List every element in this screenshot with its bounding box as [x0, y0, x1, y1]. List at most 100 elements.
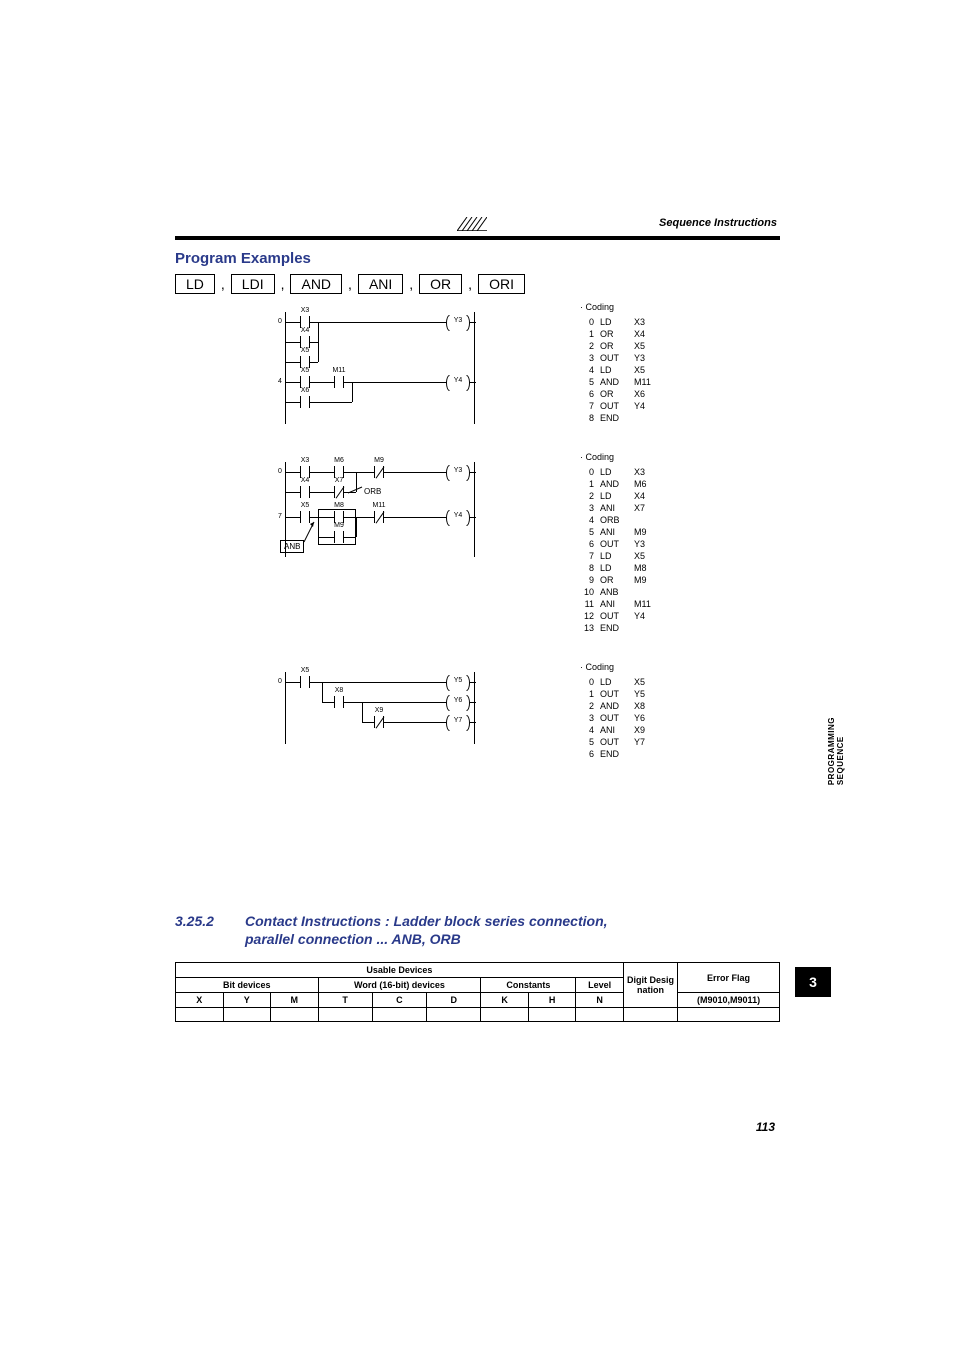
coding-row: 4ORB [580, 514, 664, 526]
th-word: Word (16-bit) devices [318, 978, 481, 993]
usable-devices-table: Usable Devices Digit Desig nation Error … [175, 962, 780, 1022]
td-empty [372, 1008, 426, 1022]
coding-row: 7OUTY4 [580, 400, 664, 412]
coding-cell: X3 [634, 316, 664, 328]
coding-row: 3ANIX7 [580, 502, 664, 514]
contact-label: X5 [301, 367, 310, 374]
coding-cell: OUT [600, 712, 634, 724]
coding-cell: AND [600, 700, 634, 712]
coding-cell: Y3 [634, 352, 664, 364]
coding-cell: Y7 [634, 736, 664, 748]
coding-cell: M11 [634, 598, 664, 610]
coding-title: · Coding [580, 452, 664, 462]
coding-row: 5ANDM11 [580, 376, 664, 388]
coding-cell: LD [600, 490, 634, 502]
contact-label: M11 [332, 367, 345, 374]
ladder-diagram-2: 0 7 X3 M6 M9 Y3 X4 X7 ORB [285, 462, 770, 557]
th-error-sub: (M9010,M9011) [678, 993, 780, 1008]
contact-label: M9 [334, 522, 344, 529]
coding-cell: Y4 [634, 610, 664, 622]
coding-cell: X5 [634, 340, 664, 352]
rail-num: 0 [278, 678, 282, 685]
coding-cell: OR [600, 340, 634, 352]
anb-arrow-icon [304, 520, 318, 544]
contact-label: X3 [301, 307, 310, 314]
subsection-title-line2: parallel connection ... ANB, ORB [245, 930, 780, 948]
coding-row: 4ANIX9 [580, 724, 664, 736]
coding-list-2: · Coding 0LDX31ANDM62LDX43ANIX74ORB5ANIM… [580, 452, 664, 634]
coding-cell: OUT [600, 736, 634, 748]
coding-cell: 3 [580, 352, 600, 364]
coding-cell: OR [600, 574, 634, 586]
th-bit: Bit devices [176, 978, 319, 993]
ladder-diagram-3: 0 X5 Y5 X8 Y6 X9 Y7 [285, 672, 770, 744]
coding-cell: X5 [634, 676, 664, 688]
coding-cell: 0 [580, 676, 600, 688]
sep: , [348, 276, 352, 292]
contact-label: M6 [334, 457, 344, 464]
coding-row: 10ANB [580, 586, 664, 598]
coding-cell: AND [600, 478, 634, 490]
inst-box: ORI [478, 274, 525, 294]
coding-cell [634, 514, 664, 526]
coding-cell: Y3 [634, 538, 664, 550]
coding-cell: X9 [634, 724, 664, 736]
orb-label: ORB [364, 487, 381, 496]
coil-label: Y5 [454, 677, 463, 684]
coding-cell [634, 586, 664, 598]
coding-cell: X3 [634, 466, 664, 478]
th-col: D [427, 993, 481, 1008]
coding-cell: 2 [580, 700, 600, 712]
contact-label: M11 [372, 502, 385, 509]
coding-row: 4LDX5 [580, 364, 664, 376]
th-usable: Usable Devices [176, 963, 624, 978]
vertical-chapter-label: SEQUENCE PROGRAMMING [827, 717, 845, 785]
sep: , [409, 276, 413, 292]
coding-cell: M8 [634, 562, 664, 574]
coding-cell: ANI [600, 526, 634, 538]
coding-row: 0LDX5 [580, 676, 664, 688]
coding-cell [634, 412, 664, 424]
coding-cell: 8 [580, 412, 600, 424]
coding-cell: OUT [600, 352, 634, 364]
coding-row: 2ANDX8 [580, 700, 664, 712]
coding-cell: LD [600, 316, 634, 328]
inst-box: LD [175, 274, 215, 294]
coding-cell: 2 [580, 490, 600, 502]
contact-label: X7 [335, 477, 344, 484]
coding-cell: 6 [580, 748, 600, 760]
td-empty [678, 1008, 780, 1022]
header-section-label: Sequence Instructions [659, 217, 777, 229]
coding-row: 2LDX4 [580, 490, 664, 502]
coding-row: 0LDX3 [580, 466, 664, 478]
contact-label: X6 [301, 387, 310, 394]
contact-label: X9 [375, 707, 384, 714]
coding-row: 6END [580, 748, 664, 760]
td-empty [528, 1008, 576, 1022]
coding-row: 5ANIM9 [580, 526, 664, 538]
contact-label: X4 [301, 327, 310, 334]
th-error: Error Flag [678, 963, 780, 993]
td-empty [481, 1008, 529, 1022]
subsection-title-line1: Contact Instructions : Ladder block seri… [245, 912, 780, 930]
coding-cell: OUT [600, 610, 634, 622]
coding-row: 3OUTY3 [580, 352, 664, 364]
coding-cell: Y6 [634, 712, 664, 724]
coding-cell: OUT [600, 400, 634, 412]
th-col: C [372, 993, 426, 1008]
coding-row: 3OUTY6 [580, 712, 664, 724]
coding-cell: ANI [600, 724, 634, 736]
coding-row: 7LDX5 [580, 550, 664, 562]
th-col: T [318, 993, 372, 1008]
coding-title: · Coding [580, 662, 664, 672]
anb-label: ANB [280, 540, 304, 553]
sep: , [221, 276, 225, 292]
coding-cell: X6 [634, 388, 664, 400]
td-empty [576, 1008, 624, 1022]
inst-box: AND [290, 274, 342, 294]
coding-cell: X4 [634, 328, 664, 340]
coding-row: 6ORX6 [580, 388, 664, 400]
coding-cell: M11 [634, 376, 664, 388]
section-title: Program Examples [175, 250, 311, 267]
coding-cell: 1 [580, 328, 600, 340]
